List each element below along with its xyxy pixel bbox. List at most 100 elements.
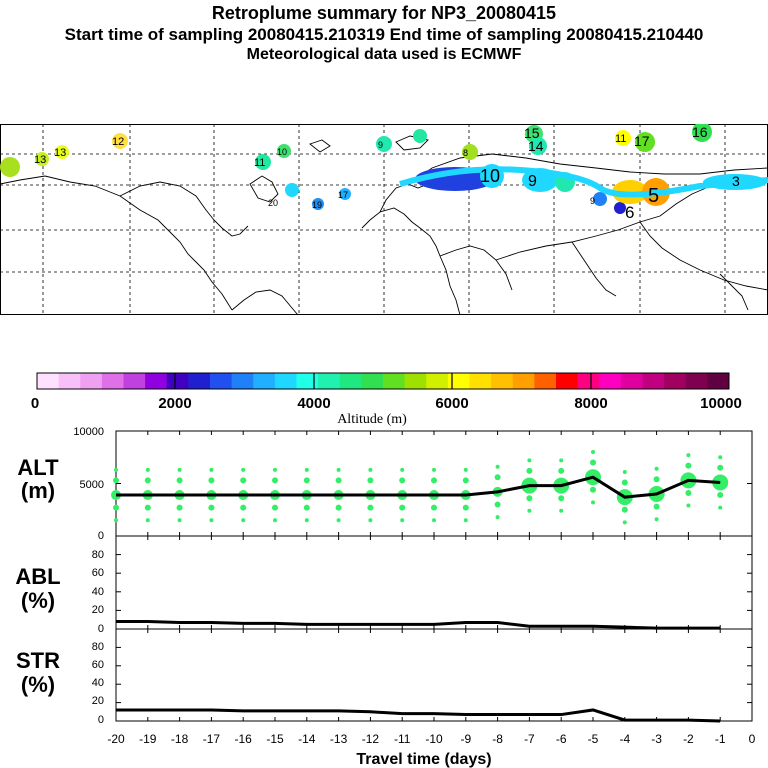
colorbar-cell bbox=[491, 373, 514, 389]
x-tick: -7 bbox=[524, 732, 535, 746]
altitude-colorbar: 0 2000 4000 6000 8000 10000 Altitude (m) bbox=[31, 372, 742, 427]
alt-point bbox=[685, 489, 692, 496]
map-label: 9 bbox=[590, 196, 595, 206]
alt-point bbox=[144, 504, 151, 511]
alt-point bbox=[208, 504, 215, 511]
colorbar-tick-labels: 0 2000 4000 6000 8000 10000 bbox=[31, 395, 742, 412]
alt-point bbox=[303, 477, 310, 484]
colorbar-cell bbox=[404, 373, 427, 389]
alt-point bbox=[432, 518, 436, 523]
alt-point bbox=[399, 504, 406, 511]
alt-point bbox=[209, 467, 214, 472]
map-label: 20 bbox=[268, 198, 278, 208]
colorbar-cell bbox=[296, 373, 319, 389]
plume-cluster bbox=[312, 198, 324, 210]
chart-title: Retroplume summary for NP3_20080415 bbox=[211, 3, 557, 23]
alt-point bbox=[527, 458, 532, 463]
colorbar-cell bbox=[123, 373, 146, 389]
x-tick: -10 bbox=[425, 732, 443, 746]
map-label: 15 bbox=[524, 125, 540, 141]
alt-point bbox=[462, 504, 469, 511]
map-label: 10 bbox=[277, 147, 287, 157]
colorbar-cell bbox=[231, 373, 254, 389]
alt-point bbox=[208, 477, 215, 484]
colorbar-cells bbox=[37, 373, 730, 389]
colorbar-cell bbox=[58, 373, 81, 389]
x-tick: -16 bbox=[235, 732, 253, 746]
alt-point bbox=[367, 477, 374, 484]
x-tick: -6 bbox=[556, 732, 567, 746]
colorbar-cell bbox=[188, 373, 211, 389]
str-y-ticks: 80 60 40 20 0 bbox=[92, 641, 104, 726]
colorbar-cell bbox=[707, 373, 730, 389]
alt-point bbox=[114, 467, 118, 472]
alt-point bbox=[526, 495, 533, 502]
plume-cluster bbox=[529, 137, 547, 155]
map-label: 16 bbox=[692, 124, 708, 140]
alt-point bbox=[654, 466, 659, 471]
retroplume-map: 12 13 13 11 10 9 8 10 9 6 5 3 15 14 16 1… bbox=[0, 124, 768, 315]
alt-point bbox=[654, 517, 659, 522]
alt-point bbox=[463, 518, 468, 523]
x-tick: -14 bbox=[298, 732, 316, 746]
alt-point bbox=[527, 508, 532, 513]
plume-cluster bbox=[614, 202, 626, 214]
alt-point bbox=[177, 467, 182, 472]
str-y-tick: 0 bbox=[98, 714, 104, 726]
alt-point bbox=[712, 474, 729, 491]
colorbar-cell bbox=[37, 373, 60, 389]
alt-point bbox=[335, 504, 342, 511]
plume-cluster bbox=[35, 152, 49, 166]
colorbar-cell bbox=[318, 373, 341, 389]
panel-ylabels: ALT (m) ABL (%) STR (%) bbox=[15, 455, 60, 697]
abl-y-tick: 40 bbox=[92, 586, 104, 598]
colorbar-tick: 10000 bbox=[700, 395, 742, 412]
alt-point bbox=[241, 467, 246, 472]
colorbar-cell bbox=[361, 373, 384, 389]
sampling-times: Start time of sampling 20080415.210319 E… bbox=[64, 25, 704, 44]
alt-point bbox=[558, 495, 565, 502]
alt-point bbox=[113, 504, 119, 511]
alt-point bbox=[686, 453, 691, 458]
colorbar-label: Altitude (m) bbox=[337, 412, 407, 427]
x-tick: -1 bbox=[715, 732, 726, 746]
colorbar-cell bbox=[534, 373, 557, 389]
plume-cluster bbox=[593, 192, 607, 206]
map-label: 3 bbox=[732, 173, 740, 189]
colorbar-cell bbox=[447, 373, 470, 389]
alt-point bbox=[559, 458, 564, 463]
panel-grid-ticks bbox=[115, 430, 753, 722]
alt-point bbox=[462, 477, 469, 484]
colorbar-cell bbox=[339, 373, 362, 389]
plume-cluster bbox=[277, 144, 291, 158]
alt-point bbox=[494, 474, 501, 481]
alt-point bbox=[273, 467, 277, 472]
alt-point bbox=[622, 469, 627, 474]
alt-point bbox=[144, 477, 151, 484]
alt-point bbox=[718, 455, 723, 460]
colorbar-cell bbox=[664, 373, 687, 389]
colorbar-cell bbox=[642, 373, 665, 389]
colorbar-tick: 0 bbox=[31, 395, 39, 412]
alt-point bbox=[463, 467, 468, 472]
colorbar-cell bbox=[166, 373, 189, 389]
x-tick: -13 bbox=[330, 732, 348, 746]
colorbar-tick: 4000 bbox=[297, 395, 330, 412]
plume-cluster bbox=[112, 133, 128, 149]
x-tick: -11 bbox=[394, 732, 411, 746]
alt-point bbox=[368, 518, 373, 523]
alt-point bbox=[431, 477, 437, 484]
alt-point bbox=[494, 501, 501, 508]
travel-time-panels: 10000 5000 0 80 60 40 20 0 80 60 40 20 0… bbox=[15, 426, 755, 768]
alt-point bbox=[304, 518, 309, 523]
colorbar-cell bbox=[80, 373, 103, 389]
colorbar-cell bbox=[620, 373, 643, 389]
alt-point bbox=[400, 467, 405, 472]
map-label: 9 bbox=[378, 140, 383, 150]
x-tick: -2 bbox=[683, 732, 694, 746]
x-tick-labels: -20 -19 -18 -17 -16 -15 -14 -13 -12 -11 -10 -9 -8 -7-… bbox=[107, 732, 755, 746]
alt-point bbox=[432, 467, 436, 472]
plume-cluster bbox=[285, 183, 299, 197]
alt-point bbox=[304, 467, 309, 472]
plume-cluster bbox=[462, 144, 478, 160]
